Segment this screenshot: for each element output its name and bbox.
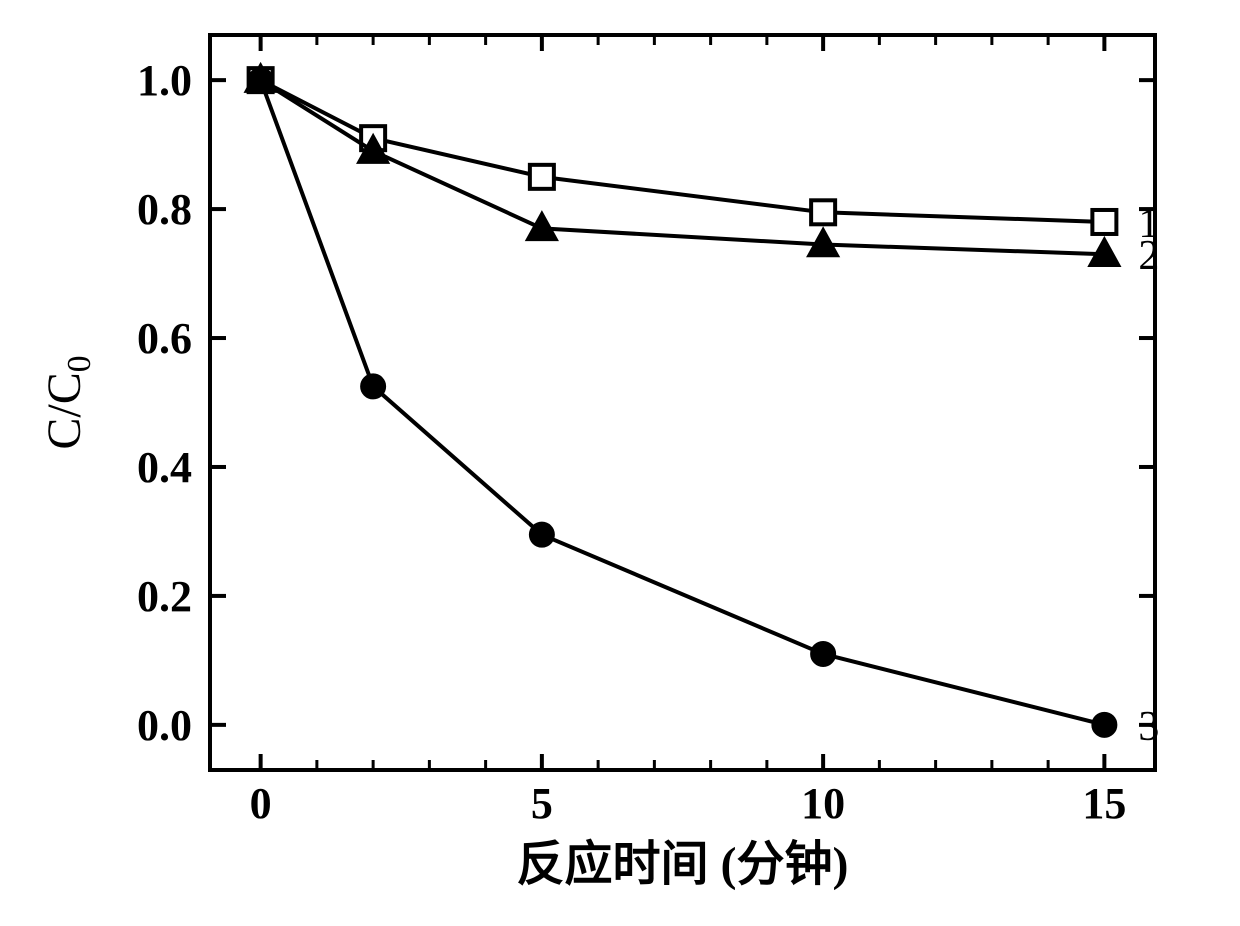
- marker-circle-icon: [1092, 713, 1116, 737]
- line-chart: 0510150.00.20.40.60.81.0反应时间 (分钟)C/C0123: [0, 0, 1240, 926]
- y-tick-label: 0.8: [137, 185, 192, 234]
- marker-circle-icon: [249, 68, 273, 92]
- marker-square-open-icon: [811, 200, 835, 224]
- y-tick-label: 1.0: [137, 56, 192, 105]
- y-tick-label: 0.4: [137, 443, 192, 492]
- marker-square-open-icon: [1092, 210, 1116, 234]
- marker-circle-icon: [530, 523, 554, 547]
- series-label: 3: [1138, 704, 1159, 750]
- series-label: 2: [1138, 233, 1159, 279]
- x-axis-label: 反应时间 (分钟): [517, 838, 849, 891]
- y-tick-label: 0.6: [137, 314, 192, 363]
- y-tick-label: 0.2: [137, 572, 192, 621]
- x-tick-label: 10: [801, 779, 845, 828]
- y-tick-label: 0.0: [137, 701, 192, 750]
- marker-circle-icon: [361, 374, 385, 398]
- x-tick-label: 0: [250, 779, 272, 828]
- x-tick-label: 5: [531, 779, 553, 828]
- chart-container: { "chart": { "type": "line", "background…: [0, 0, 1240, 926]
- x-tick-label: 15: [1082, 779, 1126, 828]
- marker-circle-icon: [811, 642, 835, 666]
- marker-square-open-icon: [530, 165, 554, 189]
